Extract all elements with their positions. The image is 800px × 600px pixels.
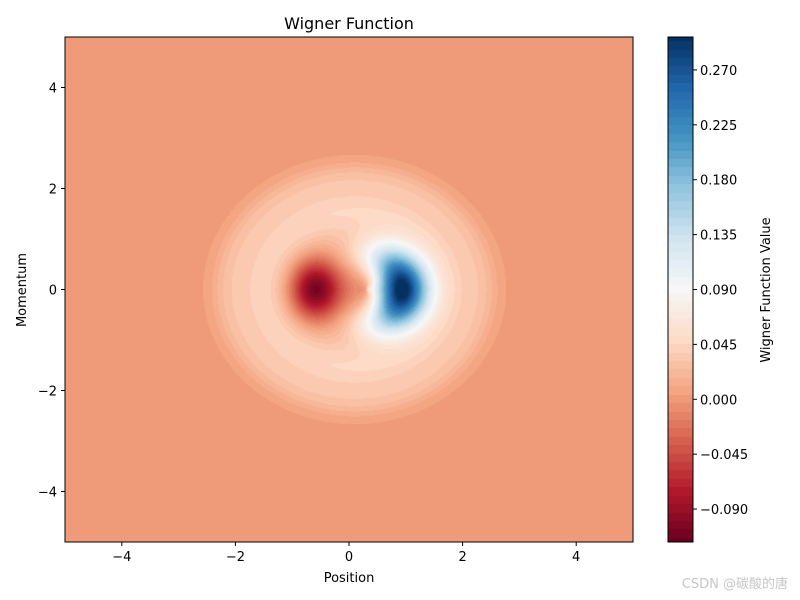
y-axis-ticks: −4 −2 0 2 4 xyxy=(38,82,65,501)
x-tick-label: 2 xyxy=(458,550,466,565)
y-tick-label: −2 xyxy=(38,385,57,400)
x-tick-label: 4 xyxy=(572,550,580,565)
y-tick-label: −4 xyxy=(38,486,57,501)
colorbar-tick-label: 0.000 xyxy=(700,393,737,408)
x-tick-label: −2 xyxy=(226,550,245,565)
x-tick-label: 0 xyxy=(345,550,353,565)
y-axis-label: Momentum xyxy=(15,253,30,327)
colorbar-tick-label: −0.090 xyxy=(700,503,748,518)
wigner-heatmap xyxy=(65,37,633,542)
colorbar xyxy=(668,37,693,542)
colorbar-tick-label: 0.180 xyxy=(700,174,737,189)
watermark-text: CSDN @碳酸的唐 xyxy=(681,577,788,592)
colorbar-tick-label: 0.225 xyxy=(700,119,737,134)
y-tick-label: 4 xyxy=(49,82,57,97)
x-tick-label: −4 xyxy=(112,550,131,565)
y-tick-label: 0 xyxy=(49,284,57,299)
colorbar-tick-label: 0.045 xyxy=(700,338,737,353)
x-axis-label: Position xyxy=(324,571,375,586)
x-axis-ticks: −4 −2 0 2 4 xyxy=(112,542,580,565)
colorbar-tick-label: −0.045 xyxy=(700,448,748,463)
chart-title: Wigner Function xyxy=(284,14,414,33)
colorbar-tick-label: 0.090 xyxy=(700,284,737,299)
colorbar-ticks: −0.090 −0.045 0.000 0.045 0.090 0.135 0.180 0.2… xyxy=(693,64,748,518)
colorbar-label: Wigner Function Value xyxy=(759,217,774,362)
y-tick-label: 2 xyxy=(49,183,57,198)
colorbar-tick-label: 0.135 xyxy=(700,229,737,244)
colorbar-tick-label: 0.270 xyxy=(700,64,737,79)
